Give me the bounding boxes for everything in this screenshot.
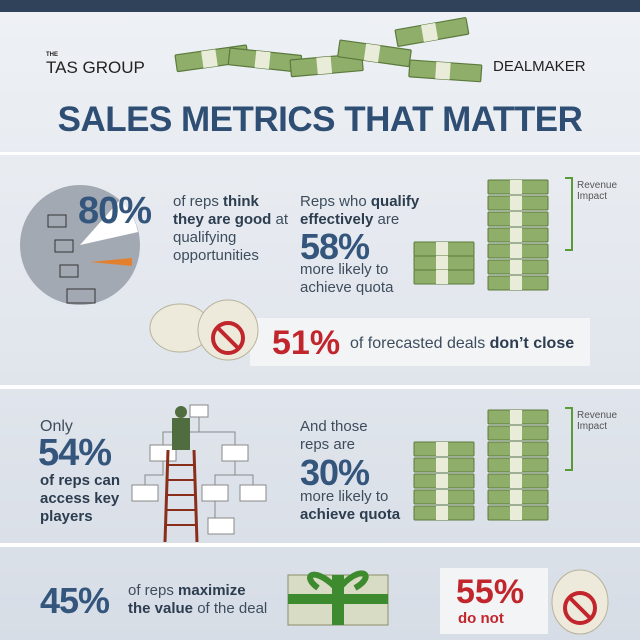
panel: [440, 568, 548, 634]
money-bags: [149, 299, 609, 635]
right-text: Reps who qualify effectively are: [300, 193, 430, 229]
stat-text: of reps can access key players: [40, 472, 121, 525]
ladder-orgchart: [131, 404, 267, 543]
divider: [0, 152, 640, 155]
title: SALES METRICS THAT MATTER: [57, 100, 583, 139]
stat: 55%: [456, 573, 525, 611]
banner-text: of forecasted deals don’t close: [350, 335, 574, 353]
right-text: And those reps are: [300, 418, 368, 453]
right-text: do not: [458, 610, 504, 627]
brand-small: THE: [46, 52, 58, 58]
right-after: more likely to achieve quota: [300, 261, 394, 296]
partner-logo: DEALMAKER: [493, 58, 586, 75]
stat-text: of reps think they are good at qualifyin…: [173, 193, 293, 265]
stat: 80%: [78, 190, 152, 232]
text: are: [377, 211, 400, 228]
text: of reps: [128, 582, 174, 599]
impact-label: Revenue Impact: [577, 180, 618, 202]
text-bold: qualify effectively: [300, 193, 420, 228]
right-after: more likely to achieve quota: [300, 488, 410, 524]
stat: 54%: [38, 432, 112, 474]
stat: 58%: [300, 226, 370, 267]
stat-text: of reps maximize the value of the deal: [128, 582, 268, 618]
divider: [0, 543, 640, 547]
before: Only: [40, 418, 73, 435]
text: of forecasted deals: [350, 335, 486, 352]
text: at qualifying opportunities: [173, 211, 289, 264]
text: of reps: [173, 193, 219, 210]
gift-money: [287, 570, 389, 626]
text-bold: maximize the value: [128, 582, 246, 617]
text: more likely to: [300, 488, 389, 505]
text-bold: think they are good: [173, 193, 272, 228]
stat: 30%: [300, 452, 370, 493]
top-band: [0, 0, 640, 12]
money-stacks: [413, 177, 573, 521]
brand-logo: THE TAS GROUP: [46, 52, 145, 78]
divider: [0, 385, 640, 389]
stat: 45%: [40, 580, 110, 621]
impact-label: Revenue Impact: [577, 410, 618, 432]
text: of the deal: [197, 600, 268, 617]
pie-illustration: [20, 185, 140, 305]
brand: TAS GROUP: [46, 58, 145, 77]
text-bold: achieve quota: [300, 506, 401, 523]
banner-stat: 51%: [272, 324, 341, 362]
banner: [250, 318, 590, 366]
text-bold: don’t close: [489, 335, 575, 352]
text: Reps who: [300, 193, 367, 210]
